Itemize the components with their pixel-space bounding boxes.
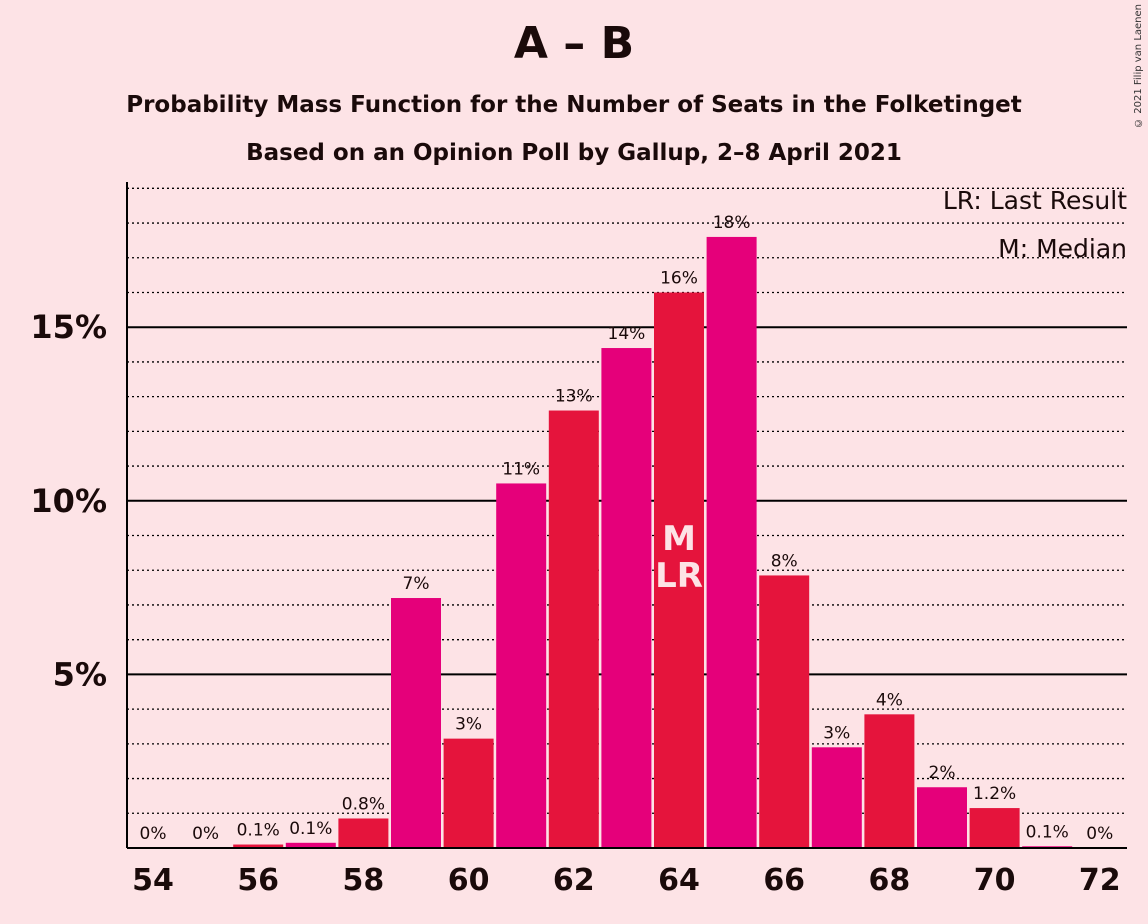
bars <box>233 236 1073 849</box>
bar-57 <box>285 842 336 848</box>
data-label-71: 0.1% <box>1026 822 1069 842</box>
data-label-68: 4% <box>876 690 903 710</box>
x-tick-label: 54 <box>132 863 174 898</box>
chart-subtitle-poll: Based on an Opinion Poll by Gallup, 2–8 … <box>246 140 902 166</box>
data-label-63: 14% <box>608 324 646 344</box>
bar-70 <box>969 808 1020 848</box>
bar-61 <box>496 483 547 848</box>
data-label-72: 0% <box>1086 824 1113 844</box>
bar-56 <box>233 844 284 848</box>
bar-64 <box>654 292 704 849</box>
data-label-67: 3% <box>823 723 850 743</box>
bar-69 <box>917 787 967 848</box>
median-marker: M <box>662 519 696 559</box>
x-tick-label: 64 <box>658 863 700 898</box>
x-tick-label: 58 <box>343 863 385 898</box>
data-label-69: 2% <box>929 763 956 783</box>
x-tick-label: 70 <box>974 863 1016 898</box>
chart-title: A – B <box>513 18 635 69</box>
x-tick-label: 66 <box>763 863 805 898</box>
y-tick-label: 10% <box>30 482 107 520</box>
y-tick-label: 15% <box>30 308 107 346</box>
bar-65 <box>706 236 757 849</box>
data-label-58: 0.8% <box>342 794 385 814</box>
x-tick-label: 68 <box>869 863 911 898</box>
data-label-57: 0.1% <box>289 819 332 839</box>
x-tick-label: 60 <box>448 863 490 898</box>
bar-66 <box>759 575 810 848</box>
axes: 5% 10% 15% 54 56 58 60 62 64 66 68 70 72 <box>30 182 1127 898</box>
data-label-70: 1.2% <box>973 784 1016 804</box>
data-label-55: 0% <box>192 824 219 844</box>
bar-63 <box>601 348 652 848</box>
bar-59 <box>391 598 441 848</box>
data-label-62: 13% <box>555 387 593 407</box>
x-tick-label: 56 <box>237 863 279 898</box>
data-label-56: 0.1% <box>237 821 280 841</box>
data-label-66: 8% <box>771 551 798 571</box>
data-label-60: 3% <box>455 715 482 735</box>
bar-67 <box>811 747 862 848</box>
legend-last-result: LR: Last Result <box>943 186 1127 215</box>
data-label-61: 11% <box>502 459 540 479</box>
chart-subtitle: Probability Mass Function for the Number… <box>126 92 1022 118</box>
data-label-54: 0% <box>140 824 167 844</box>
last-result-marker: LR <box>655 556 703 596</box>
bar-68 <box>864 714 915 848</box>
data-label-65: 18% <box>713 213 751 233</box>
data-label-64: 16% <box>660 268 698 288</box>
x-tick-label: 72 <box>1079 863 1121 898</box>
bar-60 <box>443 738 494 848</box>
data-label-59: 7% <box>403 574 430 594</box>
bar-58 <box>338 818 389 848</box>
legend-median: M: Median <box>998 234 1127 263</box>
x-tick-label: 62 <box>553 863 595 898</box>
bar-62 <box>548 410 599 848</box>
y-tick-label: 5% <box>53 655 107 693</box>
data-labels: 0% 0% 0.1% 0.1% 0.8% 7% 3% 11% 13% 14% 16% 18% 8% 3% 4… <box>140 213 1114 844</box>
